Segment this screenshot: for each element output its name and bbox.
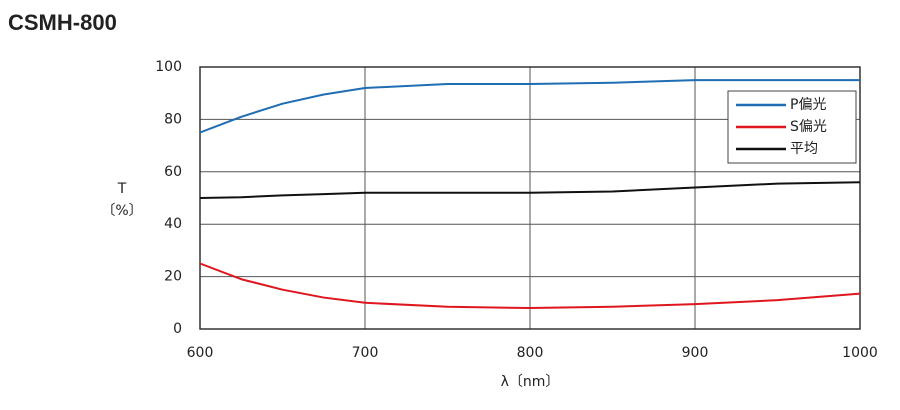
x-axis-label: λ〔nm〕 <box>501 374 560 390</box>
series-line <box>199 181 861 199</box>
x-tick-label: 600 <box>187 345 214 361</box>
x-tick-label: 800 <box>517 345 544 361</box>
x-tick-label: 900 <box>682 345 709 361</box>
legend-label: S偏光 <box>790 119 827 135</box>
y-tick-label: 20 <box>164 269 182 285</box>
y-tick-label: 80 <box>164 111 182 127</box>
legend-label: P偏光 <box>790 97 826 113</box>
x-tick-label: 1000 <box>842 345 878 361</box>
y-tick-label: 100 <box>155 59 182 75</box>
series-line <box>199 79 860 134</box>
y-tick-label: 40 <box>164 216 182 232</box>
legend-label: 平均 <box>790 141 818 157</box>
chart-title: CSMH-800 <box>8 10 117 35</box>
y-axis-label: T <box>117 181 127 197</box>
y-tick-label: 60 <box>164 164 182 180</box>
x-tick-label: 700 <box>352 345 379 361</box>
series-line <box>199 262 861 310</box>
y-axis-unit: 〔%〕 <box>101 203 142 219</box>
y-tick-label: 0 <box>173 321 182 337</box>
